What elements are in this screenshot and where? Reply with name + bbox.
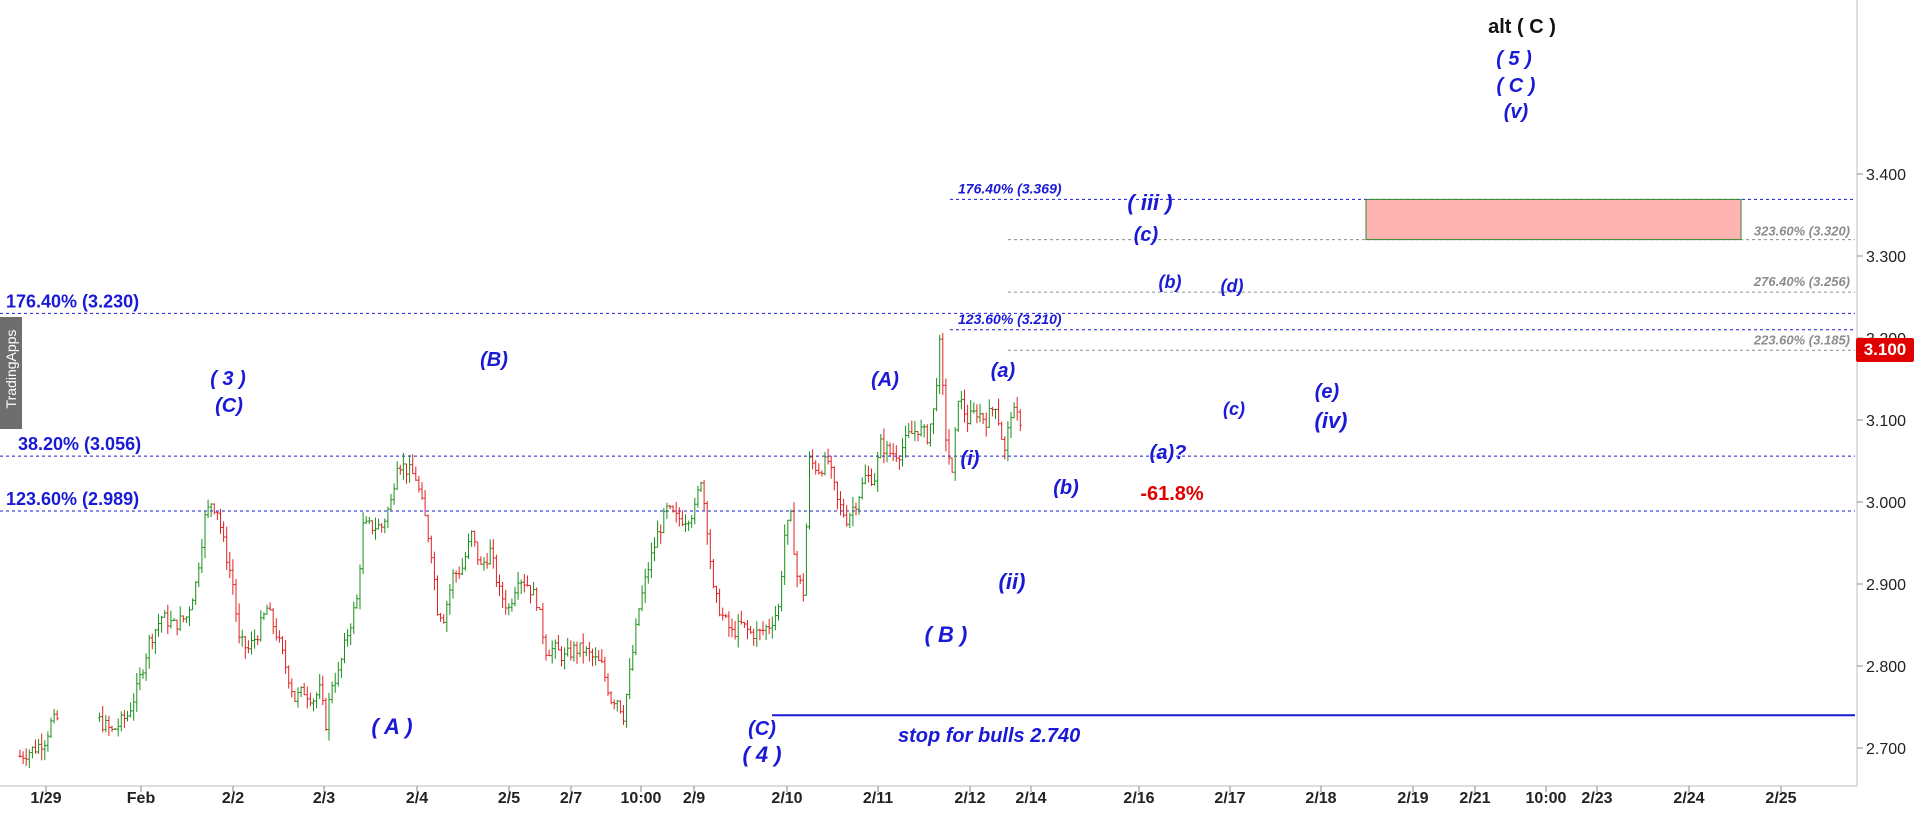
x-tick-label: 2/18 — [1305, 790, 1336, 807]
x-axis: 1/29 Feb 2/2 2/3 2/4 2/5 2/7 10:00 2/9 2/10 2/11 2/… — [30, 786, 1797, 807]
x-tick-label: 2/7 — [560, 790, 582, 807]
y-tick-label: 3.100 — [1866, 413, 1906, 430]
y-tick-label: 2.900 — [1866, 577, 1906, 594]
fib-level-label: 176.40% (3.230) — [6, 291, 139, 311]
wave-label-wA_paren: (A) — [871, 369, 899, 391]
wave-label-wi: (i) — [961, 448, 980, 470]
x-tick-label: 2/2 — [222, 790, 244, 807]
x-tick-label: 10:00 — [1526, 790, 1567, 807]
fib-level-label: 123.60% (3.210) — [958, 311, 1062, 327]
wave-label-wii: (ii) — [999, 569, 1026, 594]
stop-layer: stop for bulls 2.740 — [772, 714, 1855, 747]
x-tick-label: 2/24 — [1673, 790, 1704, 807]
x-tick-label: 10:00 — [621, 790, 662, 807]
last-price-badge: 3.100 — [1856, 338, 1914, 362]
x-tick-label: 2/17 — [1214, 790, 1245, 807]
x-tick-label: 2/12 — [954, 790, 985, 807]
candles-layer — [18, 332, 1022, 769]
wave-label-wiv: (iv) — [1315, 408, 1348, 433]
fib-level-label: 38.20% (3.056) — [18, 434, 141, 454]
wave-annotations: alt ( C ) ( 5 ) ( C ) (v) ( iii ) (c) (b) (d) ( … — [210, 16, 1556, 767]
wave-label-wA_big: ( A ) — [371, 714, 412, 739]
fib-level-label: 276.40% (3.256) — [1753, 274, 1850, 289]
wave-label-we: (e) — [1315, 381, 1340, 403]
wave-label-wC_big: ( C ) — [1497, 75, 1536, 97]
x-tick-label: Feb — [127, 790, 156, 807]
wave-label-wv: (v) — [1504, 101, 1529, 123]
wave-label-wc_top: (c) — [1134, 224, 1159, 246]
x-tick-label: 2/5 — [498, 790, 520, 807]
fib-level-label: 323.60% (3.320) — [1754, 224, 1850, 239]
wave-label-w5: ( 5 ) — [1496, 48, 1532, 70]
x-tick-label: 2/25 — [1765, 790, 1796, 807]
brand-tab — [0, 317, 22, 429]
x-tick-label: 2/19 — [1397, 790, 1428, 807]
x-tick-label: 2/14 — [1015, 790, 1046, 807]
wave-label-wB_big: ( B ) — [925, 622, 968, 647]
x-tick-label: 2/3 — [313, 790, 335, 807]
wave-label-wa_q: (a)? — [1150, 442, 1187, 464]
x-tick-label: 2/9 — [683, 790, 705, 807]
wave-label-w4: ( 4 ) — [742, 742, 781, 767]
target-zone-box — [1365, 198, 1742, 241]
wave-label-wb_top: (b) — [1159, 272, 1182, 292]
y-tick-label: 3.000 — [1866, 495, 1906, 512]
x-tick-label: 2/11 — [863, 790, 893, 807]
x-tick-label: 2/23 — [1581, 790, 1612, 807]
wave-label-w3: ( 3 ) — [210, 368, 246, 390]
fib-levels-layer: 176.40% (3.230) 123.60% (2.989) 38.20% (3.… — [0, 180, 1855, 512]
x-tick-label: 2/10 — [771, 790, 802, 807]
y-tick-label: 3.300 — [1866, 249, 1906, 266]
x-tick-label: 2/4 — [406, 790, 428, 807]
wave-label-wiii: ( iii ) — [1127, 190, 1172, 215]
wave-label-wB1: (B) — [480, 349, 508, 371]
fib-level-label: 176.40% (3.369) — [958, 180, 1062, 196]
wave-label-pct: -61.8% — [1140, 483, 1204, 505]
fib-level-label: 123.60% (2.989) — [6, 489, 139, 509]
wave-label-wd: (d) — [1221, 276, 1244, 296]
wave-label-alt_c: alt ( C ) — [1488, 16, 1556, 38]
x-tick-label: 2/16 — [1123, 790, 1154, 807]
wave-label-wa1: (a) — [991, 360, 1016, 382]
wave-label-wc2: (c) — [1223, 399, 1245, 419]
y-tick-label: 2.800 — [1866, 659, 1906, 676]
target-zone-layer — [1365, 198, 1742, 241]
wave-label-wb1: (b) — [1053, 477, 1079, 499]
brand-logo-text: TradingApps — [3, 329, 19, 409]
fib-level-label: 223.60% (3.185) — [1753, 332, 1850, 347]
stop-label: stop for bulls 2.740 — [898, 725, 1080, 747]
x-tick-label: 1/29 — [30, 790, 61, 807]
y-tick-label: 3.400 — [1866, 167, 1906, 184]
wave-label-wC2: (C) — [748, 718, 776, 740]
x-tick-label: 2/21 — [1459, 790, 1490, 807]
y-tick-label: 2.700 — [1866, 741, 1906, 758]
wave-label-wC1: (C) — [215, 395, 243, 417]
